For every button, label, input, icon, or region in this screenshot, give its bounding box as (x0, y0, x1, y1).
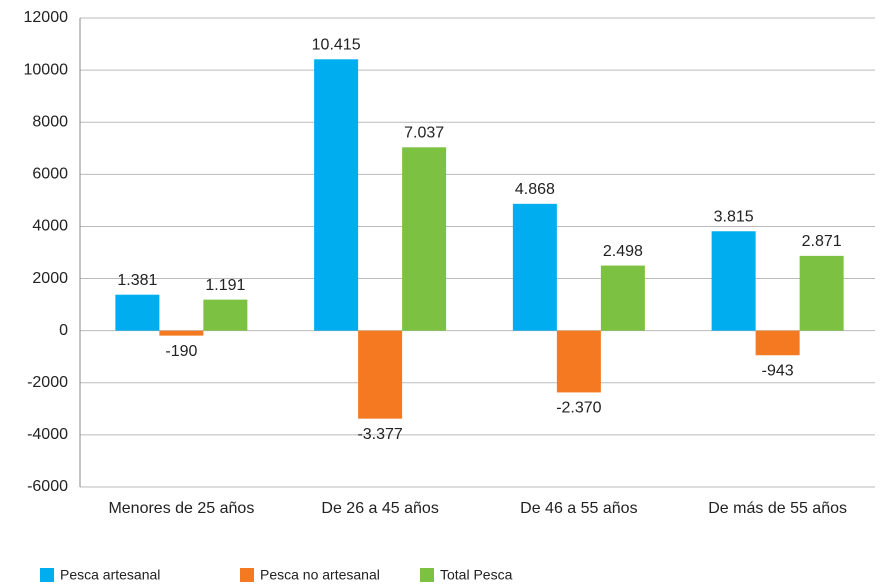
y-tick-label: -6000 (27, 478, 68, 495)
value-label: -190 (165, 343, 197, 360)
x-tick-label: Menores de 25 años (108, 500, 254, 517)
value-label: 4.868 (515, 181, 555, 198)
bar (600, 265, 645, 331)
y-tick-label: 10000 (24, 61, 69, 78)
value-label: 2.498 (603, 243, 643, 260)
y-tick-label: 6000 (32, 166, 68, 183)
legend-swatch (40, 568, 54, 582)
legend-swatch (420, 568, 434, 582)
value-label: -3.377 (357, 426, 402, 443)
y-tick-label: 8000 (32, 113, 68, 130)
x-tick-label: De más de 55 años (708, 500, 847, 517)
bar (358, 330, 403, 419)
bar (799, 255, 844, 331)
bar (755, 330, 800, 356)
y-tick-label: 12000 (24, 9, 69, 26)
legend-swatch (240, 568, 254, 582)
x-tick-label: De 26 a 45 años (321, 500, 438, 517)
value-label: -943 (762, 362, 794, 379)
bar (556, 330, 601, 393)
value-label: 1.381 (117, 272, 157, 289)
bar (402, 147, 447, 331)
y-tick-label: 4000 (32, 218, 68, 235)
y-tick-label: 0 (59, 322, 68, 339)
y-tick-label: -4000 (27, 426, 68, 443)
value-label: 7.037 (404, 125, 444, 142)
y-tick-label: 2000 (32, 270, 68, 287)
legend-label: Pesca no artesanal (260, 567, 380, 583)
bar (115, 294, 160, 331)
value-label: 1.191 (205, 277, 245, 294)
value-label: 3.815 (714, 208, 754, 225)
bar (159, 330, 204, 336)
bar (314, 59, 359, 331)
legend-label: Pesca artesanal (60, 567, 160, 583)
value-label: -2.370 (556, 400, 601, 417)
bar (711, 231, 756, 331)
bar (512, 203, 557, 331)
bar (203, 299, 248, 331)
x-tick-label: De 46 a 55 años (520, 500, 637, 517)
value-label: 2.871 (802, 233, 842, 250)
value-label: 10.415 (312, 37, 361, 54)
y-tick-label: -2000 (27, 374, 68, 391)
legend-label: Total Pesca (440, 567, 513, 583)
